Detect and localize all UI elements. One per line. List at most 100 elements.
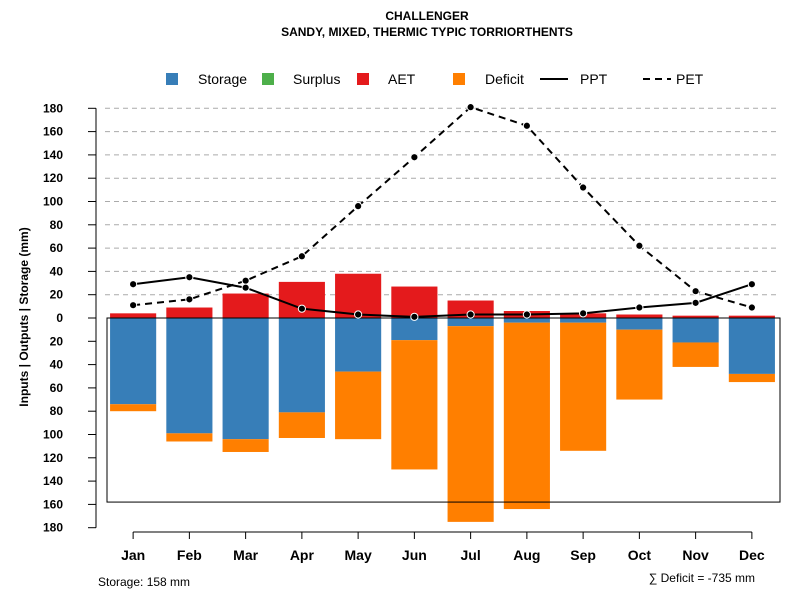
pet-point [241, 276, 250, 285]
chart-subtitle: SANDY, MIXED, THERMIC TYPIC TORRIORTHENT… [281, 25, 573, 39]
pet-point [297, 252, 306, 261]
storage-bar [110, 318, 157, 405]
ppt-point [129, 280, 138, 289]
ppt-point [522, 310, 531, 319]
storage-bar [672, 318, 719, 343]
gridlines [105, 107, 780, 296]
storage-note: Storage: 158 mm [98, 575, 190, 589]
y-tick-label: 60 [50, 241, 64, 255]
ppt-point [185, 273, 194, 282]
x-tick-label: Jun [402, 547, 427, 563]
y-tick-label: 60 [50, 381, 64, 395]
y-tick-label: 180 [43, 101, 63, 115]
storage-bar [278, 318, 325, 413]
deficit-bar [391, 340, 438, 470]
legend-swatch-deficit [453, 73, 465, 85]
deficit-bar [278, 412, 325, 438]
deficit-bar [560, 322, 607, 451]
y-tick-label: 20 [50, 288, 64, 302]
deficit-bar [110, 404, 157, 412]
legend-swatch-storage [166, 73, 178, 85]
legend-swatch-surplus [262, 73, 274, 85]
legend-label-deficit: Deficit [485, 71, 524, 87]
pet-point [129, 301, 138, 310]
storage-bar [728, 318, 775, 374]
ppt-point [691, 298, 700, 307]
pet-line [133, 106, 753, 309]
y-axis-title: Inputs | Outputs | Storage (mm) [17, 227, 31, 406]
x-tick-label: Apr [290, 547, 315, 563]
ppt-point [297, 304, 306, 313]
x-tick-label: Jan [121, 547, 145, 563]
pet-point [747, 303, 756, 312]
pet-point [185, 295, 194, 304]
x-tick-label: Feb [177, 547, 202, 563]
storage-bar [447, 318, 494, 327]
y-tick-label: 160 [43, 125, 63, 139]
ppt-point [466, 310, 475, 319]
storage-bar [616, 318, 663, 330]
aet-bar [110, 313, 157, 318]
x-tick-label: May [345, 547, 372, 563]
pet-point [410, 153, 419, 162]
storage-bar [166, 318, 213, 434]
aet-bar [728, 315, 775, 318]
pet-point [691, 287, 700, 296]
pet-point [466, 103, 475, 112]
axes-group: 180 160 140 120 100 80 60 40 20 0 20 40 60 80 100 120 14… [43, 101, 765, 563]
deficit-bar [503, 322, 550, 510]
ppt-point [354, 310, 363, 319]
deficit-bar [166, 433, 213, 442]
deficit-note: ∑ Deficit = -735 mm [649, 571, 755, 585]
deficit-bar [222, 439, 269, 452]
y-tick-label: 80 [50, 218, 64, 232]
deficit-bar [335, 371, 382, 440]
legend-swatch-aet [357, 73, 369, 85]
pet-point [522, 121, 531, 130]
legend-label-aet: AET [388, 71, 416, 87]
storage-bar [503, 318, 550, 323]
y-tick-label: 40 [50, 264, 64, 278]
ppt-point [747, 280, 756, 289]
deficit-bar [672, 342, 719, 367]
aet-bar [616, 314, 663, 318]
y-tick-label: 140 [43, 474, 63, 488]
x-tick-label: Jul [461, 547, 481, 563]
ppt-point [241, 283, 250, 292]
x-tick-label: Dec [739, 547, 765, 563]
ppt-point [579, 309, 588, 318]
chart-title: CHALLENGER [385, 9, 469, 23]
legend-label-ppt: PPT [580, 71, 608, 87]
x-tick-label: Oct [628, 547, 652, 563]
y-tick-label: 40 [50, 358, 64, 372]
storage-capacity-box [106, 317, 781, 503]
y-tick-label: 160 [43, 497, 63, 511]
y-tick-label: 120 [43, 451, 63, 465]
y-tick-label: 140 [43, 148, 63, 162]
deficit-bar [447, 326, 494, 522]
x-tick-label: Nov [682, 547, 709, 563]
deficit-bar [728, 373, 775, 383]
deficit-bar [616, 329, 663, 400]
legend-label-surplus: Surplus [293, 71, 340, 87]
storage-bar [335, 318, 382, 372]
legend: Storage Surplus AET Deficit PPT PET [166, 71, 704, 87]
x-tick-label: Aug [513, 547, 540, 563]
storage-bar [222, 318, 269, 440]
y-tick-label: 120 [43, 171, 63, 185]
y-tick-label: 0 [56, 311, 63, 325]
pet-point [635, 241, 644, 250]
storage-bar [391, 318, 438, 341]
lines-group [129, 103, 756, 321]
y-tick-label: 100 [43, 195, 63, 209]
x-tick-label: Sep [570, 547, 596, 563]
y-tick-label: 80 [50, 404, 64, 418]
ppt-line [133, 276, 753, 318]
legend-label-storage: Storage [198, 71, 247, 87]
aet-bar [672, 315, 719, 318]
aet-bar [166, 307, 213, 318]
storage-bar [560, 318, 607, 323]
ppt-point [635, 303, 644, 312]
bars-group [106, 273, 781, 522]
